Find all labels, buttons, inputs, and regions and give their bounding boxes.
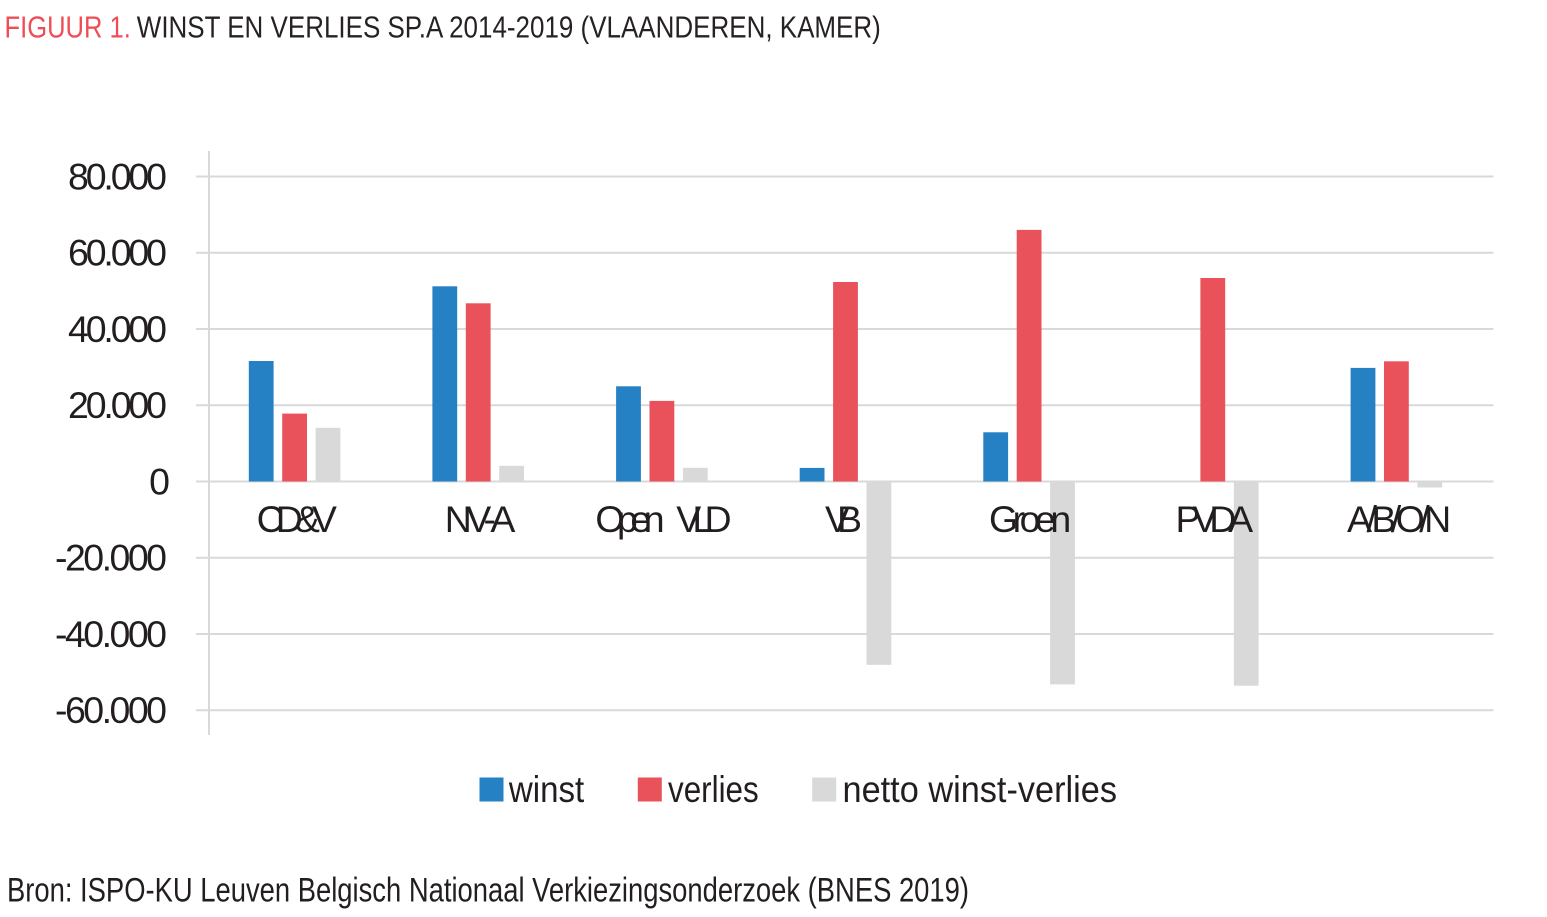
svg-text:VB: VB <box>825 498 862 540</box>
svg-text:-40.000: -40.000 <box>55 613 167 655</box>
svg-text:winst: winst <box>508 768 585 810</box>
svg-text:WINST EN VERLIES SP.A 2014-201: WINST EN VERLIES SP.A 2014-2019 (VLAANDE… <box>137 11 881 45</box>
svg-text:NV-A: NV-A <box>445 498 516 540</box>
svg-text:40.000: 40.000 <box>68 308 167 350</box>
svg-text:VLD: VLD <box>676 498 731 540</box>
svg-text:-20.000: -20.000 <box>55 537 167 579</box>
svg-text:0: 0 <box>149 460 170 502</box>
svg-text:-60.000: -60.000 <box>55 689 167 731</box>
svg-text:80.000: 80.000 <box>68 155 167 197</box>
svg-text:Groen: Groen <box>989 498 1071 540</box>
svg-text:netto winst-verlies: netto winst-verlies <box>843 768 1118 810</box>
svg-text:Open: Open <box>595 498 664 540</box>
svg-text:A/B/O/N: A/B/O/N <box>1347 498 1451 540</box>
svg-text:CD&V: CD&V <box>257 498 337 540</box>
svg-text:PVDA: PVDA <box>1175 498 1253 540</box>
svg-text:20.000: 20.000 <box>68 384 167 426</box>
svg-text:FIGUUR 1.: FIGUUR 1. <box>5 11 131 45</box>
svg-text:60.000: 60.000 <box>68 232 167 274</box>
svg-text:verlies: verlies <box>668 768 759 810</box>
svg-text:Bron: ISPO-KU Leuven Belgisch: Bron: ISPO-KU Leuven Belgisch Nationaal … <box>7 872 969 910</box>
